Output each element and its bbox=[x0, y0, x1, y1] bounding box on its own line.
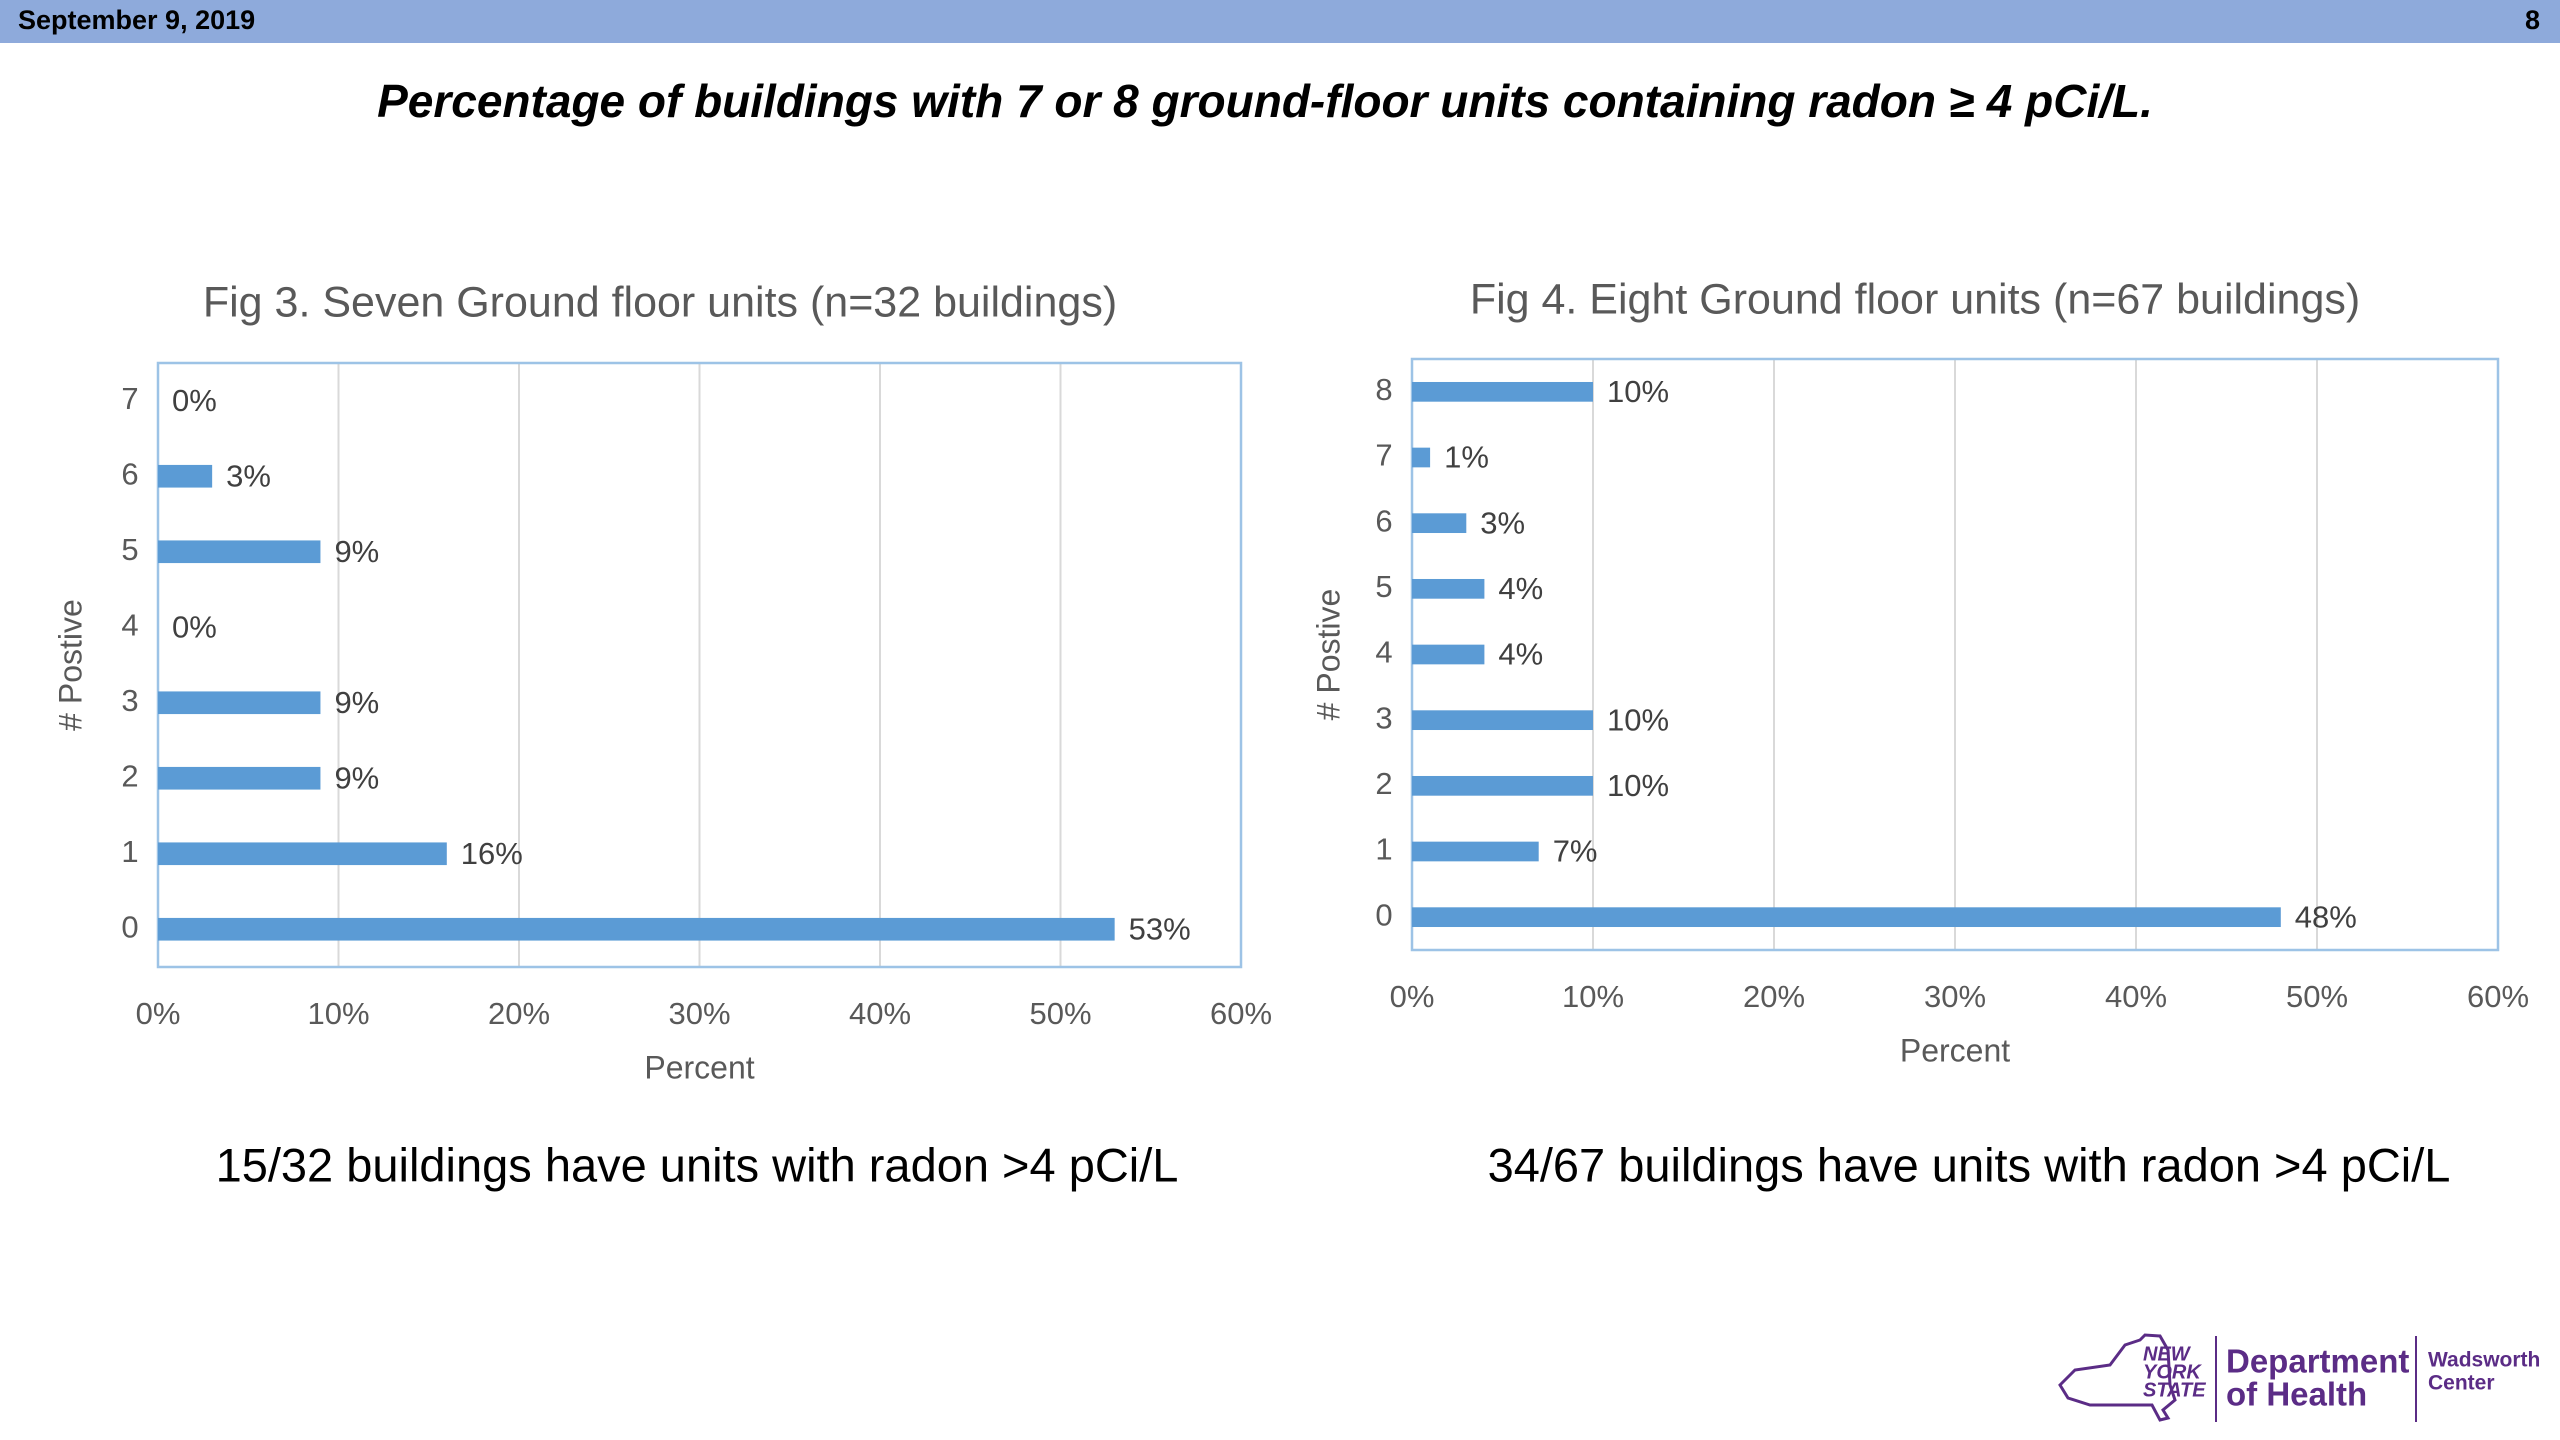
x-axis-label: Percent bbox=[644, 1049, 754, 1085]
value-label: 4% bbox=[1498, 637, 1543, 672]
x-tick-label: 50% bbox=[2286, 979, 2348, 1014]
x-tick-label: 30% bbox=[668, 996, 730, 1031]
y-tick-label: 0 bbox=[1375, 897, 1392, 932]
chart: Fig 4. Eight Ground floor units (n=67 bu… bbox=[1310, 275, 2529, 1068]
bar bbox=[158, 917, 1115, 941]
y-tick-label: 5 bbox=[121, 532, 138, 567]
value-label: 3% bbox=[1480, 505, 1525, 540]
bar bbox=[1412, 907, 2281, 928]
logo-department: Department bbox=[2226, 1343, 2409, 1380]
y-tick-label: 0 bbox=[121, 909, 138, 944]
bar bbox=[1412, 775, 1593, 796]
bar bbox=[1412, 841, 1539, 862]
bar bbox=[158, 464, 213, 488]
value-label: 4% bbox=[1498, 571, 1543, 606]
caption: 34/67 buildings have units with radon >4… bbox=[1488, 1138, 2451, 1191]
x-tick-label: 20% bbox=[1743, 979, 1805, 1014]
state-outline bbox=[2058, 1333, 2177, 1422]
bar bbox=[1412, 644, 1485, 665]
y-tick-label: 2 bbox=[121, 758, 138, 793]
y-tick-label: 1 bbox=[121, 834, 138, 869]
value-label: 0% bbox=[172, 609, 217, 644]
y-tick-label: 3 bbox=[121, 683, 138, 718]
header-date: September 9, 2019 bbox=[18, 5, 255, 35]
value-label: 7% bbox=[1553, 834, 1598, 869]
x-tick-label: 20% bbox=[488, 996, 550, 1031]
bar bbox=[1412, 513, 1467, 534]
plot-border bbox=[156, 361, 1243, 969]
caption: 15/32 buildings have units with radon >4… bbox=[216, 1138, 1179, 1191]
x-tick-label: 0% bbox=[1390, 979, 1435, 1014]
x-tick-label: 60% bbox=[2467, 979, 2529, 1014]
bar bbox=[158, 691, 321, 715]
header-bar bbox=[0, 0, 2560, 43]
x-tick-label: 10% bbox=[1562, 979, 1624, 1014]
bar bbox=[1412, 447, 1431, 468]
value-label: 48% bbox=[2295, 899, 2357, 934]
logo-state: YORK bbox=[2143, 1361, 2202, 1383]
value-label: 0% bbox=[172, 383, 217, 418]
x-tick-label: 60% bbox=[1210, 996, 1272, 1031]
value-label: 10% bbox=[1607, 768, 1669, 803]
bar bbox=[1412, 578, 1485, 599]
value-label: 9% bbox=[334, 534, 379, 569]
y-tick-label: 4 bbox=[121, 607, 138, 642]
value-label: 10% bbox=[1607, 702, 1669, 737]
y-tick-label: 3 bbox=[1375, 700, 1392, 735]
value-label: 9% bbox=[334, 685, 379, 720]
value-label: 1% bbox=[1444, 440, 1489, 475]
y-tick-label: 8 bbox=[1375, 372, 1392, 407]
value-label: 9% bbox=[334, 760, 379, 795]
value-label: 53% bbox=[1129, 911, 1191, 946]
x-tick-label: 50% bbox=[1029, 996, 1091, 1031]
page-number: 8 bbox=[2525, 5, 2540, 35]
y-tick-label: 2 bbox=[1375, 766, 1392, 801]
y-axis-label: # Postive bbox=[1310, 589, 1346, 721]
logo-state: NEW bbox=[2143, 1343, 2192, 1365]
x-tick-label: 30% bbox=[1924, 979, 1986, 1014]
x-tick-label: 10% bbox=[307, 996, 369, 1031]
y-tick-label: 7 bbox=[1375, 438, 1392, 473]
slide-title: Percentage of buildings with 7 or 8 grou… bbox=[377, 75, 2153, 127]
x-tick-label: 0% bbox=[136, 996, 181, 1031]
chart-title: Fig 3. Seven Ground floor units (n=32 bu… bbox=[203, 278, 1117, 326]
x-axis-label: Percent bbox=[1900, 1032, 2010, 1068]
y-tick-label: 1 bbox=[1375, 832, 1392, 867]
value-label: 3% bbox=[226, 458, 271, 493]
value-label: 10% bbox=[1607, 374, 1669, 409]
logo-state: STATE bbox=[2143, 1379, 2206, 1401]
chart: Fig 3. Seven Ground floor units (n=32 bu… bbox=[52, 278, 1272, 1085]
y-tick-label: 4 bbox=[1375, 635, 1392, 670]
bar bbox=[1412, 710, 1593, 731]
bar bbox=[158, 540, 321, 564]
y-tick-label: 7 bbox=[121, 381, 138, 416]
y-tick-label: 6 bbox=[1375, 503, 1392, 538]
value-label: 16% bbox=[461, 836, 523, 871]
bar bbox=[1412, 381, 1593, 402]
bar bbox=[158, 842, 447, 866]
y-axis-label: # Postive bbox=[52, 599, 88, 731]
logo: NEW YORK STATE Department of Health Wads… bbox=[2058, 1333, 2540, 1422]
y-tick-label: 6 bbox=[121, 456, 138, 491]
y-tick-label: 5 bbox=[1375, 569, 1392, 604]
x-tick-label: 40% bbox=[849, 996, 911, 1031]
logo-center: Wadsworth bbox=[2428, 1349, 2540, 1372]
x-tick-label: 40% bbox=[2105, 979, 2167, 1014]
logo-department: of Health bbox=[2226, 1376, 2367, 1413]
logo-center: Center bbox=[2428, 1372, 2495, 1395]
bar bbox=[158, 766, 321, 790]
chart-title: Fig 4. Eight Ground floor units (n=67 bu… bbox=[1470, 275, 2360, 323]
